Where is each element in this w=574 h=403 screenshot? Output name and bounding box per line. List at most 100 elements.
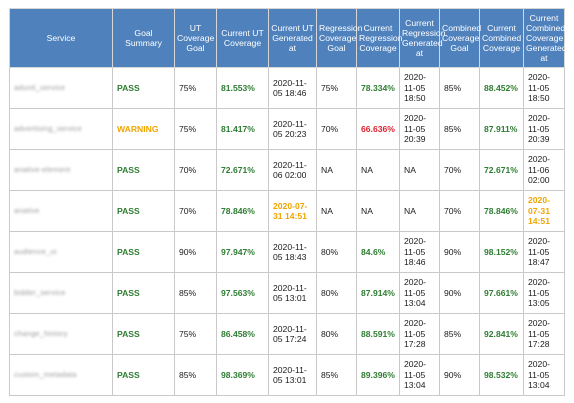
current-ut-coverage-cell: 81.553%: [216, 67, 269, 109]
ut-coverage-goal-cell: 75%: [174, 67, 217, 109]
current-combined-generated-cell: 2020-07-31 14:51: [523, 190, 565, 232]
current-ut-generated: 2020-11-05 20:23: [273, 118, 307, 140]
current-combined-generated: 2020-11-05 18:47: [528, 236, 550, 268]
goal-summary: PASS: [117, 164, 140, 175]
ut-coverage-goal-cell: 70%: [174, 190, 217, 232]
ut-coverage-goal: 70%: [179, 164, 197, 175]
header-regression-goal: Regression Coverage Goal: [316, 8, 362, 68]
ut-coverage-goal: 90%: [179, 246, 197, 257]
ut-coverage-goal: 70%: [179, 205, 197, 216]
header-service: Service: [9, 8, 113, 68]
current-ut-coverage-cell: 97.947%: [216, 231, 269, 273]
current-ut-coverage: 97.563%: [221, 287, 255, 298]
goal-summary-cell: PASS: [112, 231, 175, 273]
header-goal-summary: Goal Summary: [112, 8, 175, 68]
current-ut-generated: 2020-11-05 18:46: [273, 77, 307, 99]
combined-coverage-goal-cell: 85%: [439, 67, 480, 109]
current-combined-generated: 2020-11-05 20:39: [528, 113, 550, 145]
regression-coverage-goal: 80%: [321, 246, 339, 257]
combined-coverage-goal: 85%: [444, 328, 462, 339]
header-current-regression-coverage: Current Regression Coverage: [356, 8, 402, 68]
table-row: custom_metadata PASS 85% 98.369% 2020-11-05 …: [9, 354, 565, 396]
service-name: audience_ui: [14, 247, 57, 257]
current-ut-generated-cell: 2020-11-05 20:23: [268, 108, 317, 150]
current-combined-coverage-cell: 72.671%: [479, 149, 524, 191]
current-combined-generated-cell: 2020-11-05 17:28: [523, 313, 565, 355]
current-combined-coverage-cell: 97.661%: [479, 272, 524, 314]
service-name: anative-element: [14, 165, 71, 175]
ut-coverage-goal: 75%: [179, 82, 197, 93]
combined-coverage-goal: 90%: [444, 369, 462, 380]
current-combined-generated-cell: 2020-11-05 18:50: [523, 67, 565, 109]
combined-coverage-goal-cell: 70%: [439, 149, 480, 191]
goal-summary-cell: PASS: [112, 149, 175, 191]
combined-coverage-goal-cell: 90%: [439, 272, 480, 314]
current-combined-generated: 2020-11-05 13:04: [528, 359, 550, 391]
current-regression-generated: NA: [404, 164, 416, 175]
current-ut-generated-cell: 2020-11-05 18:46: [268, 67, 317, 109]
current-ut-generated-cell: 2020-11-05 18:43: [268, 231, 317, 273]
service-name-cell: adunit_service: [9, 67, 113, 109]
current-regression-coverage: 87.914%: [361, 287, 395, 298]
service-name: custom_metadata: [14, 370, 77, 380]
ut-coverage-goal-cell: 70%: [174, 149, 217, 191]
current-ut-coverage: 81.553%: [221, 82, 255, 93]
current-ut-coverage-cell: 78.846%: [216, 190, 269, 232]
current-combined-generated-cell: 2020-11-06 02:00: [523, 149, 565, 191]
goal-summary: PASS: [117, 246, 140, 257]
service-name-cell: advertising_service: [9, 108, 113, 150]
regression-coverage-goal-cell: 80%: [316, 272, 357, 314]
regression-coverage-goal-cell: 75%: [316, 67, 357, 109]
goal-summary-cell: PASS: [112, 272, 175, 314]
service-name-cell: anative-element: [9, 149, 113, 191]
current-regression-coverage: NA: [361, 205, 373, 216]
regression-coverage-goal-cell: NA: [316, 190, 357, 232]
current-combined-coverage-cell: 98.532%: [479, 354, 524, 396]
current-combined-generated-cell: 2020-11-05 20:39: [523, 108, 565, 150]
current-combined-coverage: 98.532%: [484, 369, 518, 380]
header-combined-goal: Combined Coverage Goal: [439, 8, 481, 68]
header-current-combined-generated: Current Combined Coverage Generated at: [523, 8, 567, 68]
current-ut-coverage-cell: 97.563%: [216, 272, 269, 314]
current-regression-coverage-cell: 78.334%: [356, 67, 400, 109]
current-regression-generated-cell: 2020-11-05 17:28: [399, 313, 440, 355]
current-combined-coverage-cell: 78.846%: [479, 190, 524, 232]
combined-coverage-goal-cell: 85%: [439, 313, 480, 355]
current-regression-coverage-cell: 88.591%: [356, 313, 400, 355]
service-name-cell: audience_ui: [9, 231, 113, 273]
current-combined-coverage-cell: 92.841%: [479, 313, 524, 355]
ut-coverage-goal: 75%: [179, 123, 197, 134]
current-combined-generated: 2020-11-06 02:00: [528, 154, 550, 186]
current-regression-generated-cell: 2020-11-05 18:50: [399, 67, 440, 109]
ut-coverage-goal-cell: 85%: [174, 272, 217, 314]
regression-coverage-goal: 75%: [321, 82, 339, 93]
current-ut-generated: 2020-11-05 17:24: [273, 323, 307, 345]
current-ut-coverage-cell: 86.458%: [216, 313, 269, 355]
current-regression-generated-cell: NA: [399, 149, 440, 191]
goal-summary: PASS: [117, 82, 140, 93]
current-regression-generated: 2020-11-05 18:50: [404, 72, 426, 104]
header-current-combined-coverage: Current Combined Coverage: [479, 8, 524, 68]
combined-coverage-goal: 90%: [444, 246, 462, 257]
current-combined-coverage-cell: 88.452%: [479, 67, 524, 109]
service-name: anative: [14, 206, 40, 216]
goal-summary-cell: PASS: [112, 67, 175, 109]
current-ut-generated: 2020-11-05 13:01: [273, 282, 307, 304]
table-row: change_history PASS 75% 86.458% 2020-11-05 1…: [9, 313, 565, 355]
regression-coverage-goal: NA: [321, 164, 333, 175]
current-regression-coverage: 88.591%: [361, 328, 395, 339]
ut-coverage-goal-cell: 75%: [174, 108, 217, 150]
current-ut-coverage-cell: 81.417%: [216, 108, 269, 150]
current-regression-generated-cell: 2020-11-05 20:39: [399, 108, 440, 150]
regression-coverage-goal-cell: NA: [316, 149, 357, 191]
current-ut-coverage-cell: 72.671%: [216, 149, 269, 191]
header-current-ut-coverage: Current UT Coverage: [216, 8, 269, 68]
goal-summary-cell: PASS: [112, 313, 175, 355]
goal-summary: PASS: [117, 369, 140, 380]
current-ut-coverage: 98.369%: [221, 369, 255, 380]
regression-coverage-goal-cell: 80%: [316, 313, 357, 355]
current-combined-generated-cell: 2020-11-05 18:47: [523, 231, 565, 273]
regression-coverage-goal: NA: [321, 205, 333, 216]
current-combined-generated: 2020-11-05 13:05: [528, 277, 550, 309]
current-ut-generated-cell: 2020-11-05 17:24: [268, 313, 317, 355]
